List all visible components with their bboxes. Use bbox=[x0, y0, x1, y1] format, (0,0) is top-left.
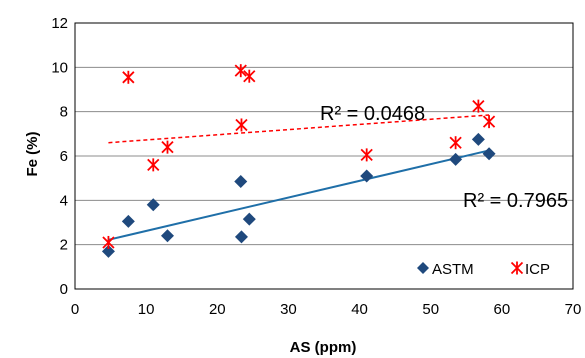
y-tick-labels: 0 2 4 6 8 10 12 bbox=[51, 15, 68, 298]
point-icp bbox=[147, 158, 160, 172]
trendline-icp bbox=[108, 114, 490, 144]
legend-star-icp bbox=[510, 261, 524, 275]
point-astm bbox=[121, 214, 135, 228]
x-tick-label: 40 bbox=[351, 301, 368, 318]
y-tick-label: 8 bbox=[60, 104, 68, 121]
point-astm bbox=[234, 230, 248, 244]
legend-marker-astm bbox=[417, 262, 429, 274]
point-astm bbox=[160, 229, 174, 243]
trendline-astm bbox=[108, 149, 490, 241]
point-astm bbox=[449, 152, 463, 166]
legend-label-astm: ASTM bbox=[432, 261, 474, 278]
x-axis-title: AS (ppm) bbox=[290, 339, 357, 356]
point-icp bbox=[102, 235, 115, 249]
y-tick-label: 0 bbox=[60, 281, 68, 298]
point-astm bbox=[234, 174, 248, 188]
r2-label-astm: R² = 0.7965 bbox=[463, 190, 568, 212]
x-tick-label: 60 bbox=[494, 301, 511, 318]
point-icp bbox=[161, 140, 174, 154]
x-tick-label: 10 bbox=[138, 301, 155, 318]
legend: ASTM ICP bbox=[417, 261, 550, 278]
point-astm bbox=[242, 212, 256, 226]
x-tick-label: 70 bbox=[565, 301, 582, 318]
r2-label-icp: R² = 0.0468 bbox=[320, 103, 425, 125]
trendlines bbox=[108, 114, 490, 241]
point-astm bbox=[471, 132, 485, 146]
y-tick-label: 2 bbox=[60, 237, 68, 254]
y-tick-label: 6 bbox=[60, 148, 68, 165]
point-astm bbox=[360, 169, 374, 183]
point-icp bbox=[122, 70, 135, 84]
plot-area-frame bbox=[74, 22, 574, 290]
y-axis-title: Fe (%) bbox=[24, 131, 41, 176]
point-icp bbox=[234, 64, 247, 78]
point-icp bbox=[235, 118, 248, 132]
point-astm bbox=[101, 244, 115, 258]
point-icp bbox=[482, 115, 496, 129]
y-tick-label: 10 bbox=[51, 59, 68, 76]
point-astm bbox=[146, 198, 160, 212]
x-tick-label: 50 bbox=[422, 301, 439, 318]
point-icp bbox=[360, 148, 373, 162]
gridlines bbox=[75, 22, 573, 290]
point-astm bbox=[482, 147, 496, 161]
legend-label-icp: ICP bbox=[525, 261, 550, 278]
y-tick-label: 4 bbox=[60, 192, 68, 209]
legend-item-icp: ICP bbox=[510, 261, 550, 278]
legend-marker-icp bbox=[510, 261, 524, 275]
point-icp bbox=[472, 99, 485, 113]
x-tick-label: 0 bbox=[71, 301, 79, 318]
point-icp bbox=[243, 69, 256, 83]
y-tick-label: 12 bbox=[51, 15, 68, 32]
point-icp bbox=[449, 136, 462, 150]
x-tick-labels: 0 10 20 30 40 50 60 70 bbox=[71, 301, 582, 318]
data-points bbox=[101, 64, 496, 258]
x-tick-label: 30 bbox=[280, 301, 297, 318]
x-tick-label: 20 bbox=[209, 301, 226, 318]
legend-item-astm: ASTM bbox=[417, 261, 474, 278]
